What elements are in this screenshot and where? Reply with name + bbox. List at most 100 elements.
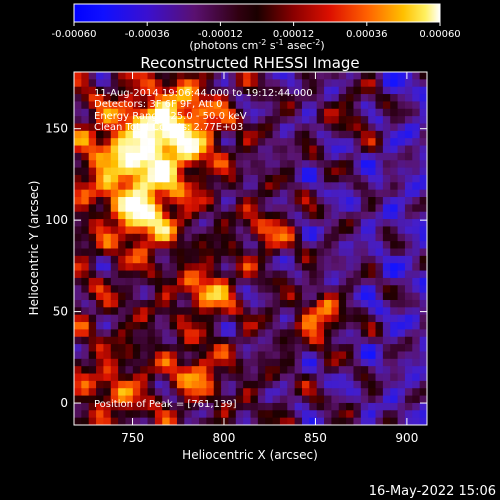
- heatmap-cell: [309, 116, 318, 124]
- heatmap-cell: [382, 101, 391, 110]
- heatmap-cell: [140, 197, 148, 205]
- heatmap-cell: [250, 79, 259, 88]
- heatmap-cell: [162, 380, 170, 389]
- heatmap-cell: [287, 344, 296, 352]
- heatmap-cell: [154, 101, 163, 110]
- heatmap-cell: [265, 116, 273, 124]
- heatmap-cell: [265, 174, 273, 183]
- heatmap-cell: [81, 292, 90, 301]
- heatmap-cell: [397, 211, 406, 220]
- heatmap-cell: [213, 241, 222, 249]
- heatmap-cell: [250, 197, 259, 205]
- heatmap-cell: [404, 329, 413, 338]
- heatmap-cell: [250, 380, 259, 389]
- heatmap-cell: [368, 263, 376, 271]
- heatmap-cell: [169, 417, 178, 425]
- heatmap-cell: [338, 138, 347, 146]
- heatmap-cell: [250, 182, 259, 191]
- heatmap-cell: [346, 285, 354, 294]
- heatmap-cell: [213, 94, 222, 102]
- heatmap-cell: [257, 160, 266, 168]
- heatmap-cell: [324, 226, 332, 235]
- heatmap-cell: [132, 123, 141, 132]
- heatmap-cell: [147, 336, 156, 345]
- heatmap-cell: [169, 410, 178, 419]
- heatmap-cell: [287, 292, 296, 301]
- heatmap-cell: [169, 366, 178, 374]
- heatmap-cell: [338, 410, 347, 419]
- heatmap-cell: [184, 130, 193, 139]
- heatmap-cell: [419, 402, 427, 411]
- heatmap-cell: [397, 307, 406, 316]
- heatmap-cell: [279, 388, 288, 396]
- heatmap-cell: [324, 329, 332, 338]
- heatmap-cell: [331, 94, 340, 102]
- heatmap-cell: [390, 130, 398, 139]
- heatmap-cell: [397, 402, 406, 411]
- heatmap-cell: [162, 167, 170, 176]
- heatmap-cell: [206, 86, 215, 95]
- heatmap-cell: [397, 417, 406, 425]
- heatmap-cell: [221, 351, 229, 360]
- heatmap-cell: [206, 388, 215, 396]
- heatmap-cell: [184, 72, 193, 80]
- heatmap-cell: [213, 277, 222, 286]
- heatmap-cell: [353, 395, 362, 404]
- heatmap-cell: [294, 322, 303, 330]
- heatmap-cell: [169, 152, 178, 161]
- heatmap-cell: [250, 94, 259, 102]
- heatmap-cell: [375, 219, 384, 227]
- heatmap-cell: [390, 373, 398, 382]
- heatmap-cell: [74, 358, 82, 367]
- heatmap-cell: [74, 285, 82, 294]
- heatmap-cell: [213, 189, 222, 198]
- heatmap-cell: [140, 388, 148, 396]
- heatmap-cell: [162, 402, 170, 411]
- heatmap-cell: [213, 167, 222, 176]
- heatmap-cell: [353, 366, 362, 374]
- heatmap-cell: [301, 226, 310, 235]
- heatmap-cell: [206, 351, 215, 360]
- heatmap-cell: [140, 285, 148, 294]
- heatmap-cell: [272, 417, 281, 425]
- heatmap-cell: [162, 358, 170, 367]
- heatmap-cell: [243, 366, 251, 374]
- heatmap-cell: [184, 145, 193, 154]
- heatmap-cell: [176, 380, 185, 389]
- heatmap-cell: [96, 219, 104, 227]
- heatmap-cell: [375, 204, 384, 213]
- heatmap-cell: [176, 189, 185, 198]
- heatmap-cell: [243, 123, 251, 132]
- heatmap-cell: [390, 72, 398, 80]
- heatmap-cell: [419, 72, 427, 80]
- heatmap-cell: [390, 241, 398, 249]
- heatmap-cell: [272, 285, 281, 294]
- heatmap-cell: [368, 417, 376, 425]
- heatmap-cell: [110, 116, 119, 124]
- heatmap-cell: [309, 410, 318, 419]
- heatmap-cell: [331, 336, 340, 345]
- heatmap-cell: [257, 204, 266, 213]
- heatmap-cell: [154, 307, 163, 316]
- heatmap-cell: [213, 174, 222, 183]
- heatmap-cell: [199, 292, 207, 301]
- colorbar-tick-label: 0.00060: [419, 29, 460, 40]
- heatmap-cell: [213, 351, 222, 360]
- heatmap-cell: [81, 86, 90, 95]
- heatmap-cell: [397, 336, 406, 345]
- heatmap-cell: [235, 108, 244, 117]
- heatmap-cell: [213, 145, 222, 154]
- heatmap-cell: [375, 248, 384, 257]
- heatmap-cell: [397, 322, 406, 330]
- heatmap-cell: [397, 263, 406, 271]
- heatmap-cell: [235, 307, 244, 316]
- heatmap-cell: [184, 336, 193, 345]
- heatmap-cell: [301, 285, 310, 294]
- heatmap-cell: [221, 248, 229, 257]
- heatmap-cell: [140, 277, 148, 286]
- heatmap-cell: [316, 189, 325, 198]
- heatmap-cell: [301, 336, 310, 345]
- heatmap-cell: [147, 366, 156, 374]
- heatmap-cell: [316, 167, 325, 176]
- heatmap-cell: [169, 226, 178, 235]
